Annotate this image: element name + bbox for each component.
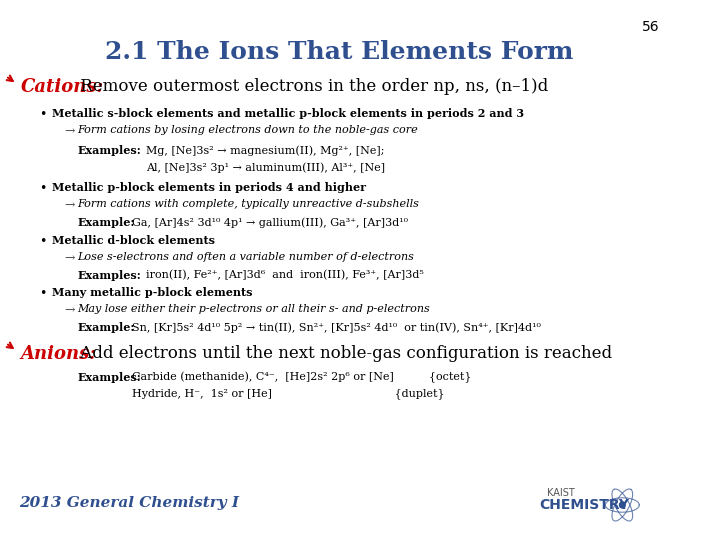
- Text: •: •: [39, 182, 46, 195]
- Text: 56: 56: [642, 20, 660, 34]
- Text: CHEMISTRY: CHEMISTRY: [539, 498, 629, 512]
- Text: Cations:: Cations:: [21, 78, 104, 96]
- Text: Lose s-electrons and often a variable number of d-electrons: Lose s-electrons and often a variable nu…: [77, 252, 414, 262]
- Text: →: →: [64, 252, 75, 265]
- Text: →: →: [64, 304, 75, 317]
- Text: Sn, [Kr]5s² 4d¹⁰ 5p² → tin(II), Sn²⁺, [Kr]5s² 4d¹⁰  or tin(IV), Sn⁴⁺, [Kr]4d¹⁰: Sn, [Kr]5s² 4d¹⁰ 5p² → tin(II), Sn²⁺, [K…: [132, 322, 541, 333]
- Text: 2013 General Chemistry I: 2013 General Chemistry I: [19, 496, 239, 510]
- Text: Mg, [Ne]3s² → magnesium(II), Mg²⁺, [Ne];: Mg, [Ne]3s² → magnesium(II), Mg²⁺, [Ne];: [146, 145, 384, 156]
- Text: Ga, [Ar]4s² 3d¹⁰ 4p¹ → gallium(III), Ga³⁺, [Ar]3d¹⁰: Ga, [Ar]4s² 3d¹⁰ 4p¹ → gallium(III), Ga³…: [132, 217, 408, 227]
- Text: Examples:: Examples:: [77, 145, 141, 156]
- Text: Hydride, H⁻,  1s² or [He]                                   {duplet}: Hydride, H⁻, 1s² or [He] {duplet}: [132, 388, 445, 399]
- Text: Metallic s-block elements and metallic p-block elements in periods 2 and 3: Metallic s-block elements and metallic p…: [52, 108, 524, 119]
- Text: •: •: [39, 108, 46, 121]
- Text: 2.1 The Ions That Elements Form: 2.1 The Ions That Elements Form: [105, 40, 574, 64]
- Text: May lose either their p-electrons or all their s- and p-electrons: May lose either their p-electrons or all…: [77, 304, 430, 314]
- Text: Remove outermost electrons in the order np, ns, (n–1)d: Remove outermost electrons in the order …: [76, 78, 549, 95]
- Text: Al, [Ne]3s² 3p¹ → aluminum(III), Al³⁺, [Ne]: Al, [Ne]3s² 3p¹ → aluminum(III), Al³⁺, […: [146, 162, 385, 173]
- Text: iron(II), Fe²⁺, [Ar]3d⁶  and  iron(III), Fe³⁺, [Ar]3d⁵: iron(II), Fe²⁺, [Ar]3d⁶ and iron(III), F…: [146, 270, 424, 280]
- Text: Metallic d-block elements: Metallic d-block elements: [52, 235, 215, 246]
- Text: Examples:: Examples:: [77, 372, 141, 383]
- Text: •: •: [39, 235, 46, 248]
- Circle shape: [619, 502, 625, 508]
- Text: Examples:: Examples:: [77, 270, 141, 281]
- Text: KAIST: KAIST: [547, 488, 575, 498]
- Text: Example:: Example:: [77, 322, 135, 333]
- Text: Anions:: Anions:: [21, 345, 96, 363]
- Text: Many metallic p-block elements: Many metallic p-block elements: [52, 287, 252, 298]
- Text: Metallic p-block elements in periods 4 and higher: Metallic p-block elements in periods 4 a…: [52, 182, 366, 193]
- Text: •: •: [39, 287, 46, 300]
- Text: →: →: [64, 199, 75, 212]
- Text: Form cations by losing electrons down to the noble-gas core: Form cations by losing electrons down to…: [77, 125, 418, 135]
- Text: Add electrons until the next noble-gas configuration is reached: Add electrons until the next noble-gas c…: [76, 345, 613, 362]
- Text: Example:: Example:: [77, 217, 135, 228]
- Text: →: →: [64, 125, 75, 138]
- Text: Form cations with complete, typically unreactive d-subshells: Form cations with complete, typically un…: [77, 199, 419, 209]
- Text: Carbide (methanide), C⁴⁻,  [He]2s² 2p⁶ or [Ne]          {octet}: Carbide (methanide), C⁴⁻, [He]2s² 2p⁶ or…: [132, 372, 472, 383]
